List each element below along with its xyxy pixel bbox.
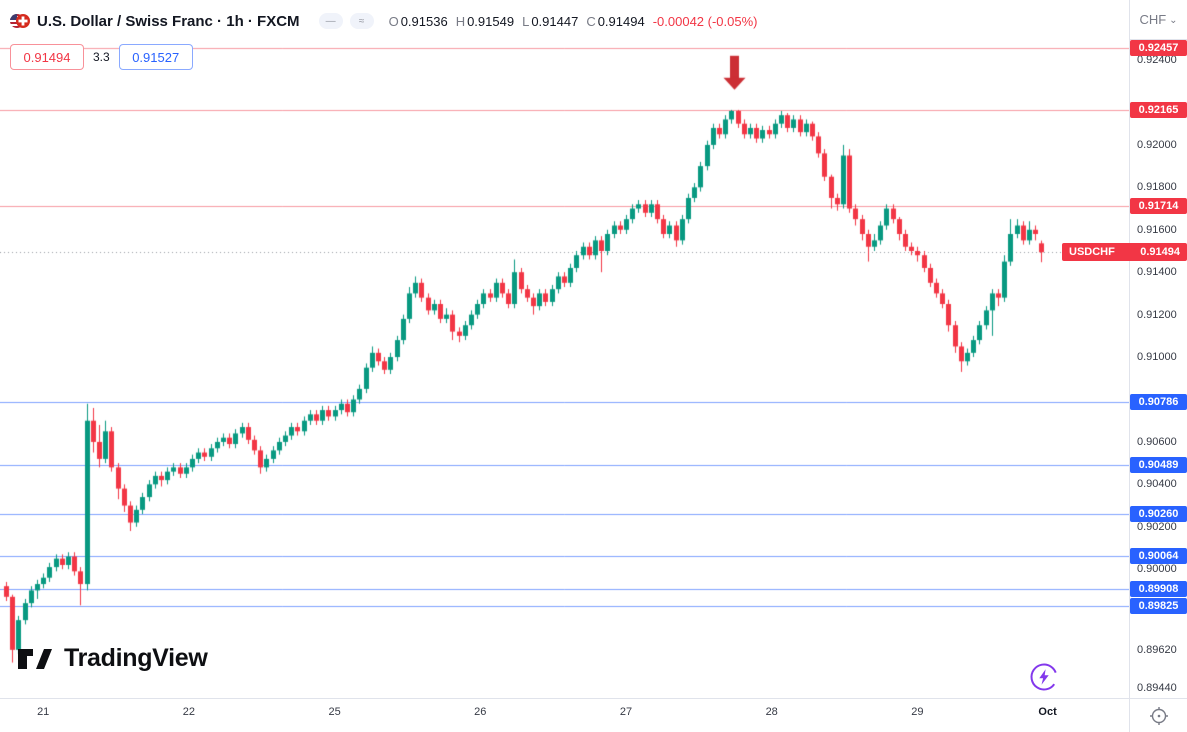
sell-price-button[interactable]: 0.91494 (10, 44, 84, 70)
candlestick-chart-canvas[interactable] (0, 0, 1129, 698)
level-price-badge: 0.92165 (1130, 101, 1187, 118)
level-price-badge: 0.91714 (1130, 197, 1187, 214)
symbol-title[interactable]: U.S. Dollar / Swiss Franc · 1h · FXCM (37, 12, 300, 30)
level-price-badge: 0.92457 (1130, 39, 1187, 56)
price-axis-label: 0.89440 (1137, 682, 1177, 695)
price-axis-label: 0.92000 (1137, 138, 1177, 151)
currency-selector[interactable]: CHF ⌄ (1130, 0, 1187, 40)
close-label: C (586, 13, 596, 29)
last-price-value: 0.91494 (1140, 246, 1180, 259)
price-axis-label: 0.91600 (1137, 223, 1177, 236)
level-price-badge: 0.89825 (1130, 598, 1187, 615)
currency-label: CHF (1139, 12, 1167, 27)
price-axis[interactable]: CHF ⌄ 0.92400 0.92000 0.91800 0.91600 0.9140… (1129, 0, 1187, 698)
close-value: 0.91494 (597, 13, 645, 29)
chart-plot-area[interactable]: U.S. Dollar / Swiss Franc · 1h · FXCM — … (0, 0, 1129, 698)
time-axis-label: 22 (182, 706, 196, 718)
open-label: O (388, 13, 399, 29)
price-axis-label: 0.91800 (1137, 181, 1177, 194)
last-price-symbol: USDCHF (1069, 246, 1115, 259)
chart-header: U.S. Dollar / Swiss Franc · 1h · FXCM — … (10, 10, 757, 32)
time-axis-label: Oct (1038, 706, 1057, 718)
order-panel: 0.91494 3.3 0.91527 (10, 44, 193, 70)
price-axis-label: 0.91000 (1137, 351, 1177, 364)
tradingview-logo-text: TradingView (64, 644, 208, 672)
high-value: 0.91549 (467, 13, 515, 29)
flash-order-button[interactable] (1029, 662, 1059, 692)
tradingview-logo-icon (18, 648, 52, 669)
legend-minimize-icon[interactable]: — (318, 13, 343, 29)
price-axis-label: 0.92400 (1137, 54, 1177, 67)
tradingview-logo[interactable]: TradingView (16, 644, 208, 673)
time-axis[interactable]: 21 22 25 26 27 28 29 Oct (0, 698, 1129, 732)
legend-source-icon[interactable]: ≈ (349, 13, 374, 29)
price-axis-label: 0.90000 (1137, 563, 1177, 576)
level-price-badge: 0.90064 (1130, 547, 1187, 564)
target-icon[interactable] (1148, 705, 1170, 727)
time-axis-label: 29 (911, 706, 924, 718)
open-value: 0.91536 (400, 13, 448, 29)
chevron-down-icon: ⌄ (1169, 15, 1178, 26)
time-axis-label: 26 (474, 706, 487, 718)
time-axis-label: 27 (619, 706, 633, 718)
level-price-badge: 0.90786 (1130, 394, 1187, 411)
change-value: -0.00042 (-0.05%) (652, 13, 758, 29)
buy-price-button[interactable]: 0.91527 (118, 44, 193, 70)
symbol-flag-icon (10, 13, 30, 29)
spread-value: 3.3 (93, 50, 110, 64)
price-axis-label: 0.89620 (1137, 643, 1177, 656)
low-label: L (522, 13, 530, 29)
time-axis-label: 25 (328, 706, 341, 718)
high-label: H (455, 13, 466, 29)
price-axis-label: 0.91400 (1137, 266, 1177, 279)
price-axis-label: 0.90400 (1137, 478, 1177, 491)
last-price-badge: USDCHF 0.91494 (1062, 243, 1187, 262)
price-axis-label: 0.91200 (1137, 308, 1177, 321)
level-price-badge: 0.90489 (1130, 457, 1187, 474)
price-axis-label: 0.90600 (1137, 435, 1177, 448)
axis-corner (1129, 698, 1187, 732)
low-value: 0.91447 (531, 13, 579, 29)
level-price-badge: 0.89908 (1130, 580, 1187, 597)
time-axis-label: 28 (765, 706, 778, 718)
lightning-bolt-icon (1030, 663, 1058, 691)
time-axis-label: 21 (37, 706, 50, 718)
ohlc-readout: O 0.91536 H 0.91549 L 0.91447 C 0.91494 -0.0… (389, 14, 758, 29)
price-axis-label: 0.90200 (1137, 520, 1177, 533)
level-price-badge: 0.90260 (1130, 506, 1187, 523)
